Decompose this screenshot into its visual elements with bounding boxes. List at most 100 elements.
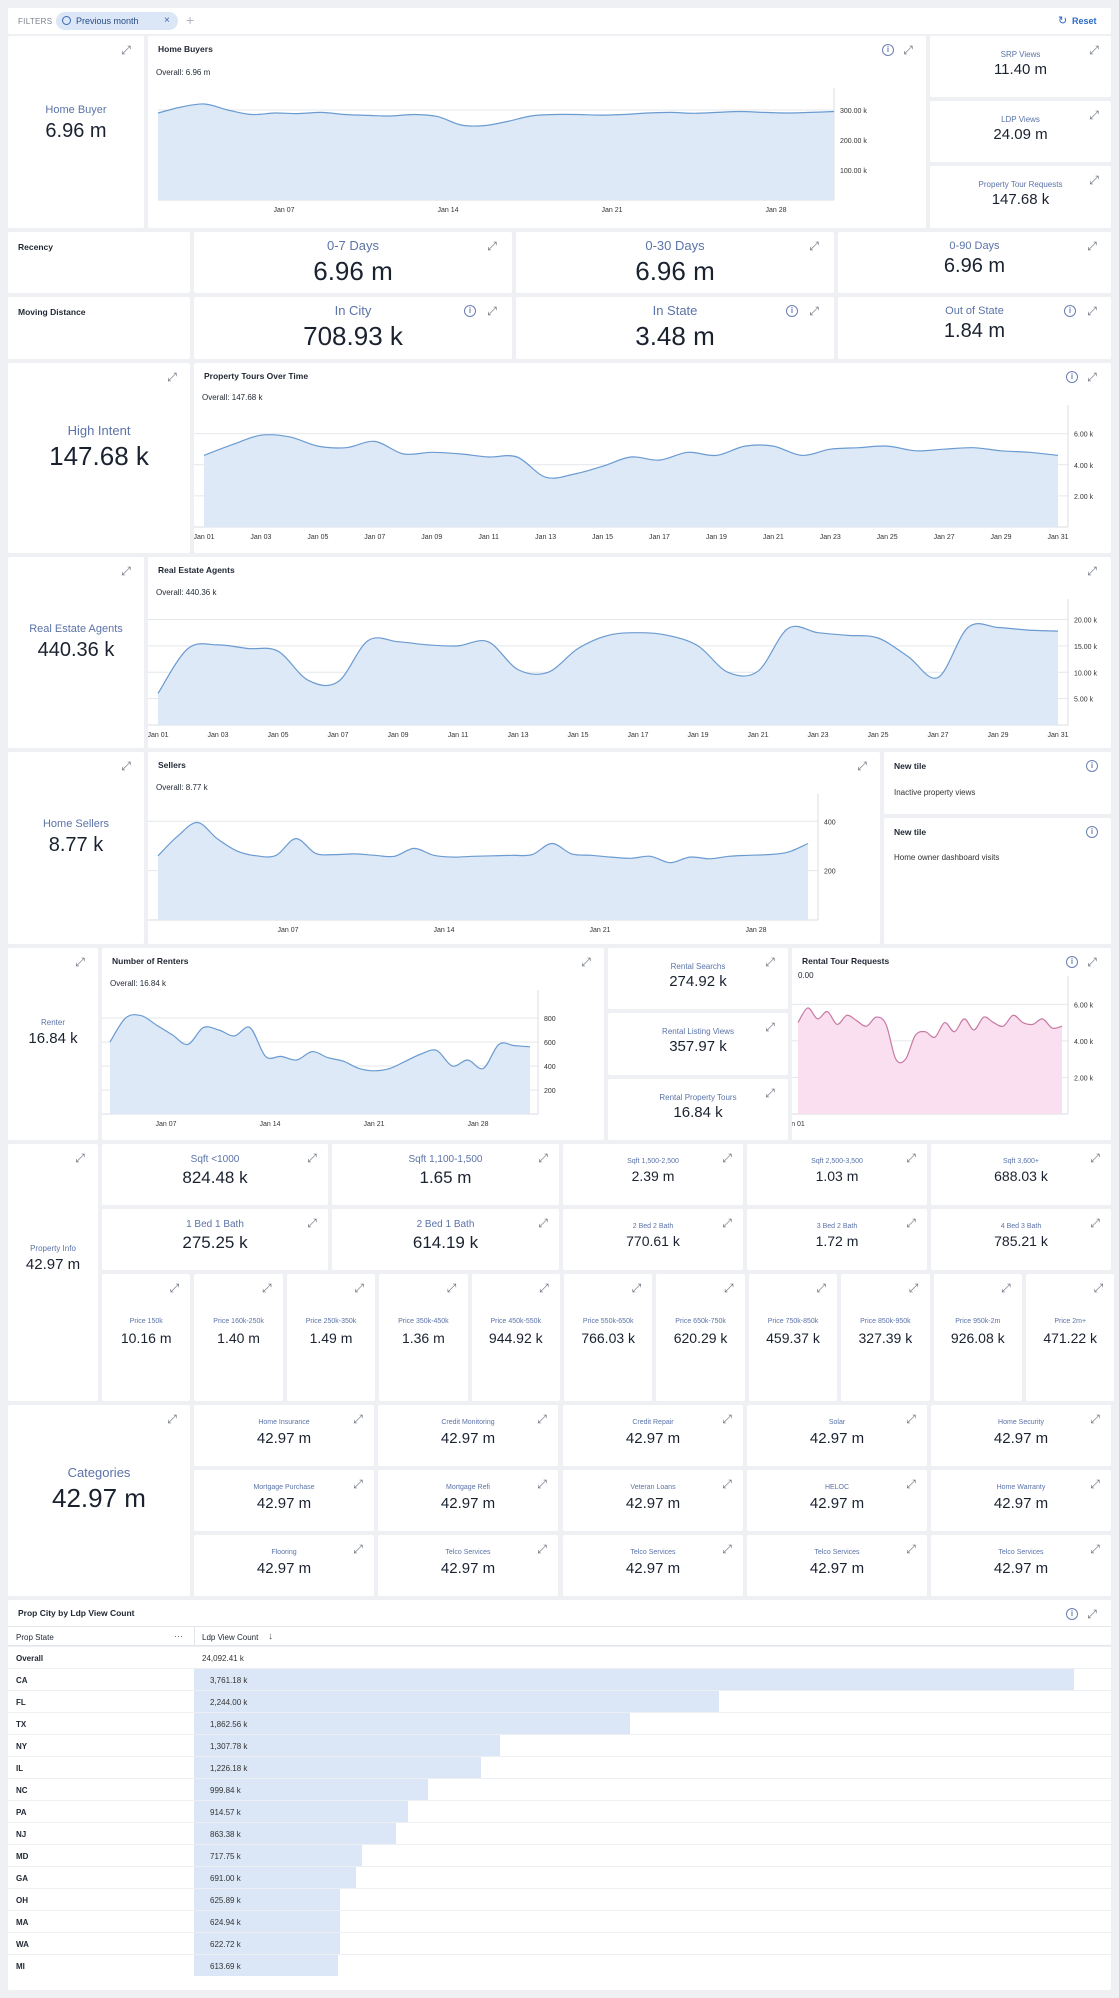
expand-icon[interactable]: ⤢: [121, 564, 131, 578]
value-bar: [194, 1845, 362, 1866]
x-tick-label: Jan 07: [155, 1121, 176, 1128]
info-icon[interactable]: i: [1066, 371, 1078, 383]
expand-icon[interactable]: ⤢: [1090, 1151, 1100, 1165]
expand-icon[interactable]: ⤢: [809, 239, 819, 253]
expand-icon[interactable]: ⤢: [722, 1412, 732, 1426]
expand-icon[interactable]: ⤢: [538, 1151, 548, 1165]
info-icon[interactable]: i: [786, 305, 798, 317]
kpi-label: Home Sellers: [42, 818, 110, 830]
info-icon[interactable]: i: [1086, 826, 1098, 838]
expand-icon[interactable]: ⤢: [121, 759, 131, 773]
kpi-label: Sqft 2,500-3,500: [811, 1158, 863, 1165]
expand-icon[interactable]: ⤢: [1087, 370, 1097, 384]
expand-icon[interactable]: ⤢: [809, 304, 819, 318]
y-tick-label: 200: [544, 1088, 556, 1095]
expand-icon[interactable]: ⤢: [1090, 1216, 1100, 1230]
more-icon[interactable]: ···: [174, 1631, 183, 1641]
expand-icon[interactable]: ⤢: [722, 1477, 732, 1491]
expand-icon[interactable]: ⤢: [121, 43, 131, 57]
expand-icon[interactable]: ⤢: [581, 955, 591, 969]
real-estate-agents-kpi: ⤢ Real Estate Agents 440.36 k: [8, 557, 144, 748]
expand-icon[interactable]: ⤢: [723, 1281, 734, 1295]
expand-icon[interactable]: ⤢: [857, 759, 867, 773]
expand-icon[interactable]: ⤢: [1089, 108, 1099, 122]
expand-icon[interactable]: ⤢: [906, 1216, 916, 1230]
column-header-prop-state[interactable]: Prop State: [16, 1633, 54, 1642]
expand-icon[interactable]: ⤢: [722, 1542, 732, 1556]
reset-button[interactable]: Reset: [1072, 16, 1097, 26]
sort-desc-icon[interactable]: ↓: [268, 1631, 273, 1642]
y-tick-label: 400: [824, 819, 836, 826]
kpi-label: Flooring: [271, 1549, 297, 1556]
close-icon[interactable]: ×: [164, 15, 170, 26]
expand-icon[interactable]: ⤢: [353, 1412, 363, 1426]
expand-icon[interactable]: ⤢: [538, 1216, 548, 1230]
expand-icon[interactable]: ⤢: [765, 1086, 775, 1100]
expand-icon[interactable]: ⤢: [816, 1281, 826, 1295]
expand-icon[interactable]: ⤢: [307, 1216, 317, 1230]
chart-overall: Overall: 16.84 k: [110, 979, 167, 988]
expand-icon[interactable]: ⤢: [1087, 955, 1097, 969]
x-tick-label: Jan 27: [927, 732, 948, 739]
expand-icon[interactable]: ⤢: [75, 1151, 85, 1165]
expand-icon[interactable]: ⤢: [1090, 1477, 1100, 1491]
expand-icon[interactable]: ⤢: [1087, 1607, 1097, 1621]
expand-icon[interactable]: ⤢: [1087, 564, 1097, 578]
expand-icon[interactable]: ⤢: [722, 1216, 732, 1230]
expand-icon[interactable]: ⤢: [631, 1281, 642, 1295]
expand-icon[interactable]: ⤢: [537, 1542, 547, 1556]
expand-icon[interactable]: ⤢: [353, 1542, 363, 1556]
info-icon[interactable]: i: [1066, 956, 1078, 968]
expand-icon[interactable]: ⤢: [1089, 173, 1099, 187]
expand-icon[interactable]: ⤢: [261, 1281, 272, 1295]
expand-icon[interactable]: ⤢: [1090, 1412, 1100, 1426]
value-bar: [194, 1757, 481, 1778]
expand-icon[interactable]: ⤢: [765, 1020, 775, 1034]
expand-icon[interactable]: ⤢: [167, 370, 177, 384]
expand-icon[interactable]: ⤢: [906, 1412, 916, 1426]
expand-icon[interactable]: ⤢: [1001, 1281, 1011, 1295]
reset-icon[interactable]: ↻: [1058, 15, 1068, 27]
info-icon[interactable]: i: [1064, 305, 1076, 317]
home-buyers-chart: 100.00 k 200.00 k 300.00 k Jan 07 Jan 14 Jan …: [157, 88, 867, 214]
price-kpi-tile: ⤢ Price 750k-850k 459.37 k: [748, 1274, 838, 1401]
expand-icon[interactable]: ⤢: [1093, 1281, 1104, 1295]
info-icon[interactable]: i: [882, 44, 894, 56]
filter-chip[interactable]: Previous month ×: [56, 12, 178, 30]
expand-icon[interactable]: ⤢: [1090, 1542, 1100, 1556]
price-kpi-tile: ⤢ Price 850k-950k 327.39 k: [841, 1274, 930, 1401]
expand-icon[interactable]: ⤢: [487, 304, 497, 318]
info-icon[interactable]: i: [1086, 760, 1098, 772]
expand-icon[interactable]: ⤢: [537, 1477, 547, 1491]
expand-icon[interactable]: ⤢: [1089, 43, 1099, 57]
expand-icon[interactable]: ⤢: [1087, 239, 1097, 253]
expand-icon[interactable]: ⤢: [906, 1542, 916, 1556]
expand-icon[interactable]: ⤢: [75, 955, 85, 969]
expand-icon[interactable]: ⤢: [167, 1412, 177, 1426]
value-bar: [194, 1801, 408, 1822]
expand-icon[interactable]: ⤢: [353, 1477, 363, 1491]
expand-icon[interactable]: ⤢: [906, 1151, 916, 1165]
expand-icon[interactable]: ⤢: [169, 1281, 180, 1295]
expand-icon[interactable]: ⤢: [906, 1477, 916, 1491]
expand-icon[interactable]: ⤢: [446, 1281, 457, 1295]
expand-icon[interactable]: ⤢: [765, 955, 775, 969]
expand-icon[interactable]: ⤢: [1087, 304, 1097, 318]
row-state: MA: [16, 1918, 29, 1927]
expand-icon[interactable]: ⤢: [903, 43, 913, 57]
price-kpi-tile: ⤢ Price 950k-2m 926.08 k: [933, 1274, 1022, 1401]
add-filter-icon[interactable]: +: [186, 12, 195, 28]
expand-icon[interactable]: ⤢: [908, 1281, 919, 1295]
column-header-ldp-view-count[interactable]: Ldp View Count: [202, 1633, 259, 1642]
expand-icon[interactable]: ⤢: [537, 1412, 547, 1426]
new-tile-dashboard: New tile i Home owner dashboard visits: [884, 818, 1111, 944]
expand-icon[interactable]: ⤢: [354, 1281, 364, 1295]
x-tick-label: Jan 19: [687, 732, 708, 739]
info-icon[interactable]: i: [464, 305, 476, 317]
expand-icon[interactable]: ⤢: [307, 1151, 317, 1165]
expand-icon[interactable]: ⤢: [722, 1151, 732, 1165]
expand-icon[interactable]: ⤢: [539, 1281, 549, 1295]
info-icon[interactable]: i: [1066, 1608, 1078, 1620]
category-kpi-tile: ⤢ Veteran Loans 42.97 m: [563, 1470, 743, 1531]
expand-icon[interactable]: ⤢: [487, 239, 497, 253]
